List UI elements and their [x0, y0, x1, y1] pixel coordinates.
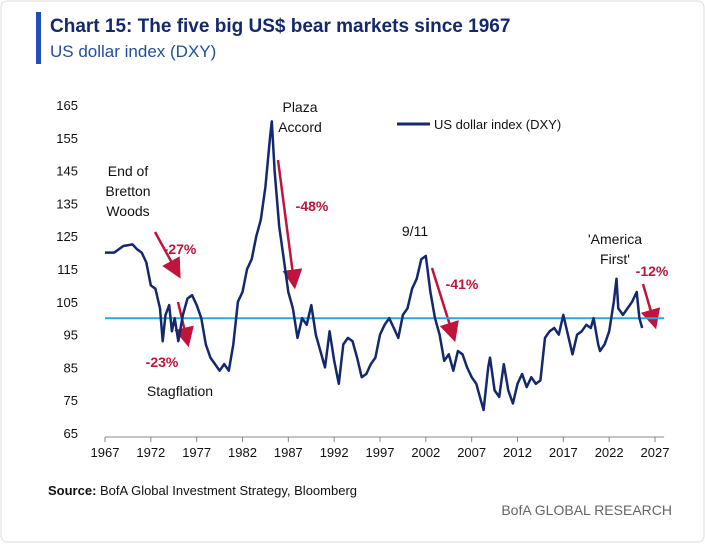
x-tick-label: 2022: [595, 445, 624, 460]
y-tick-label: 125: [56, 229, 78, 244]
y-tick-label: 85: [64, 360, 78, 375]
y-tick-label: 135: [56, 196, 78, 211]
series-line: [105, 120, 644, 412]
annotation: Stagflation: [147, 383, 213, 399]
arrow: [430, 267, 459, 343]
x-tick-label: 1987: [274, 445, 303, 460]
annotation: Accord: [278, 119, 322, 135]
change-label: -41%: [446, 276, 479, 292]
arrow: [640, 283, 661, 330]
y-tick-label: 145: [56, 164, 78, 179]
annotation: Bretton: [105, 183, 150, 199]
x-tick-label: 1982: [228, 445, 257, 460]
x-tick-label: 1992: [320, 445, 349, 460]
y-tick-label: 65: [64, 426, 78, 441]
arrow: [153, 231, 181, 279]
change-label: -27%: [164, 241, 197, 257]
x-tick-label: 2017: [549, 445, 578, 460]
annotation: First': [600, 251, 630, 267]
x-tick-label: 1977: [182, 445, 211, 460]
x-tick-label: 2027: [641, 445, 670, 460]
y-tick-label: 155: [56, 131, 78, 146]
arrow: [276, 159, 303, 290]
source-label: Source:: [48, 483, 96, 498]
annotation: Woods: [106, 203, 149, 219]
x-tick-label: 1972: [136, 445, 165, 460]
y-tick-label: 105: [56, 295, 78, 310]
chart-title: Chart 15: The five big US$ bear markets …: [50, 16, 510, 37]
y-tick-label: 95: [64, 328, 78, 343]
chart-subtitle: US dollar index (DXY): [50, 42, 216, 61]
x-tick-label: 2012: [503, 445, 532, 460]
annotations: Plaza Accord End of Bretton Woods Stagfl…: [105, 99, 668, 399]
annotation: Plaza: [282, 99, 317, 115]
title-bar: [36, 12, 41, 64]
change-label: -23%: [146, 354, 179, 370]
legend-label: US dollar index (DXY): [434, 117, 561, 132]
change-label: -12%: [636, 263, 669, 279]
x-tick-label: 1997: [366, 445, 395, 460]
annotation: End of: [108, 163, 149, 179]
x-tick-label: 2002: [411, 445, 440, 460]
x-tick-label: 2007: [457, 445, 486, 460]
annotation: 9/11: [402, 223, 428, 239]
change-label: -48%: [296, 198, 329, 214]
y-tick-label: 75: [64, 393, 78, 408]
y-tick-label: 165: [56, 98, 78, 113]
x-tick-label: 1967: [91, 445, 120, 460]
footer: BofA GLOBAL RESEARCH: [501, 502, 672, 518]
source-text: BofA Global Investment Strategy, Bloombe…: [100, 483, 357, 498]
y-tick-label: 115: [57, 262, 78, 277]
annotation: 'America: [588, 231, 642, 247]
